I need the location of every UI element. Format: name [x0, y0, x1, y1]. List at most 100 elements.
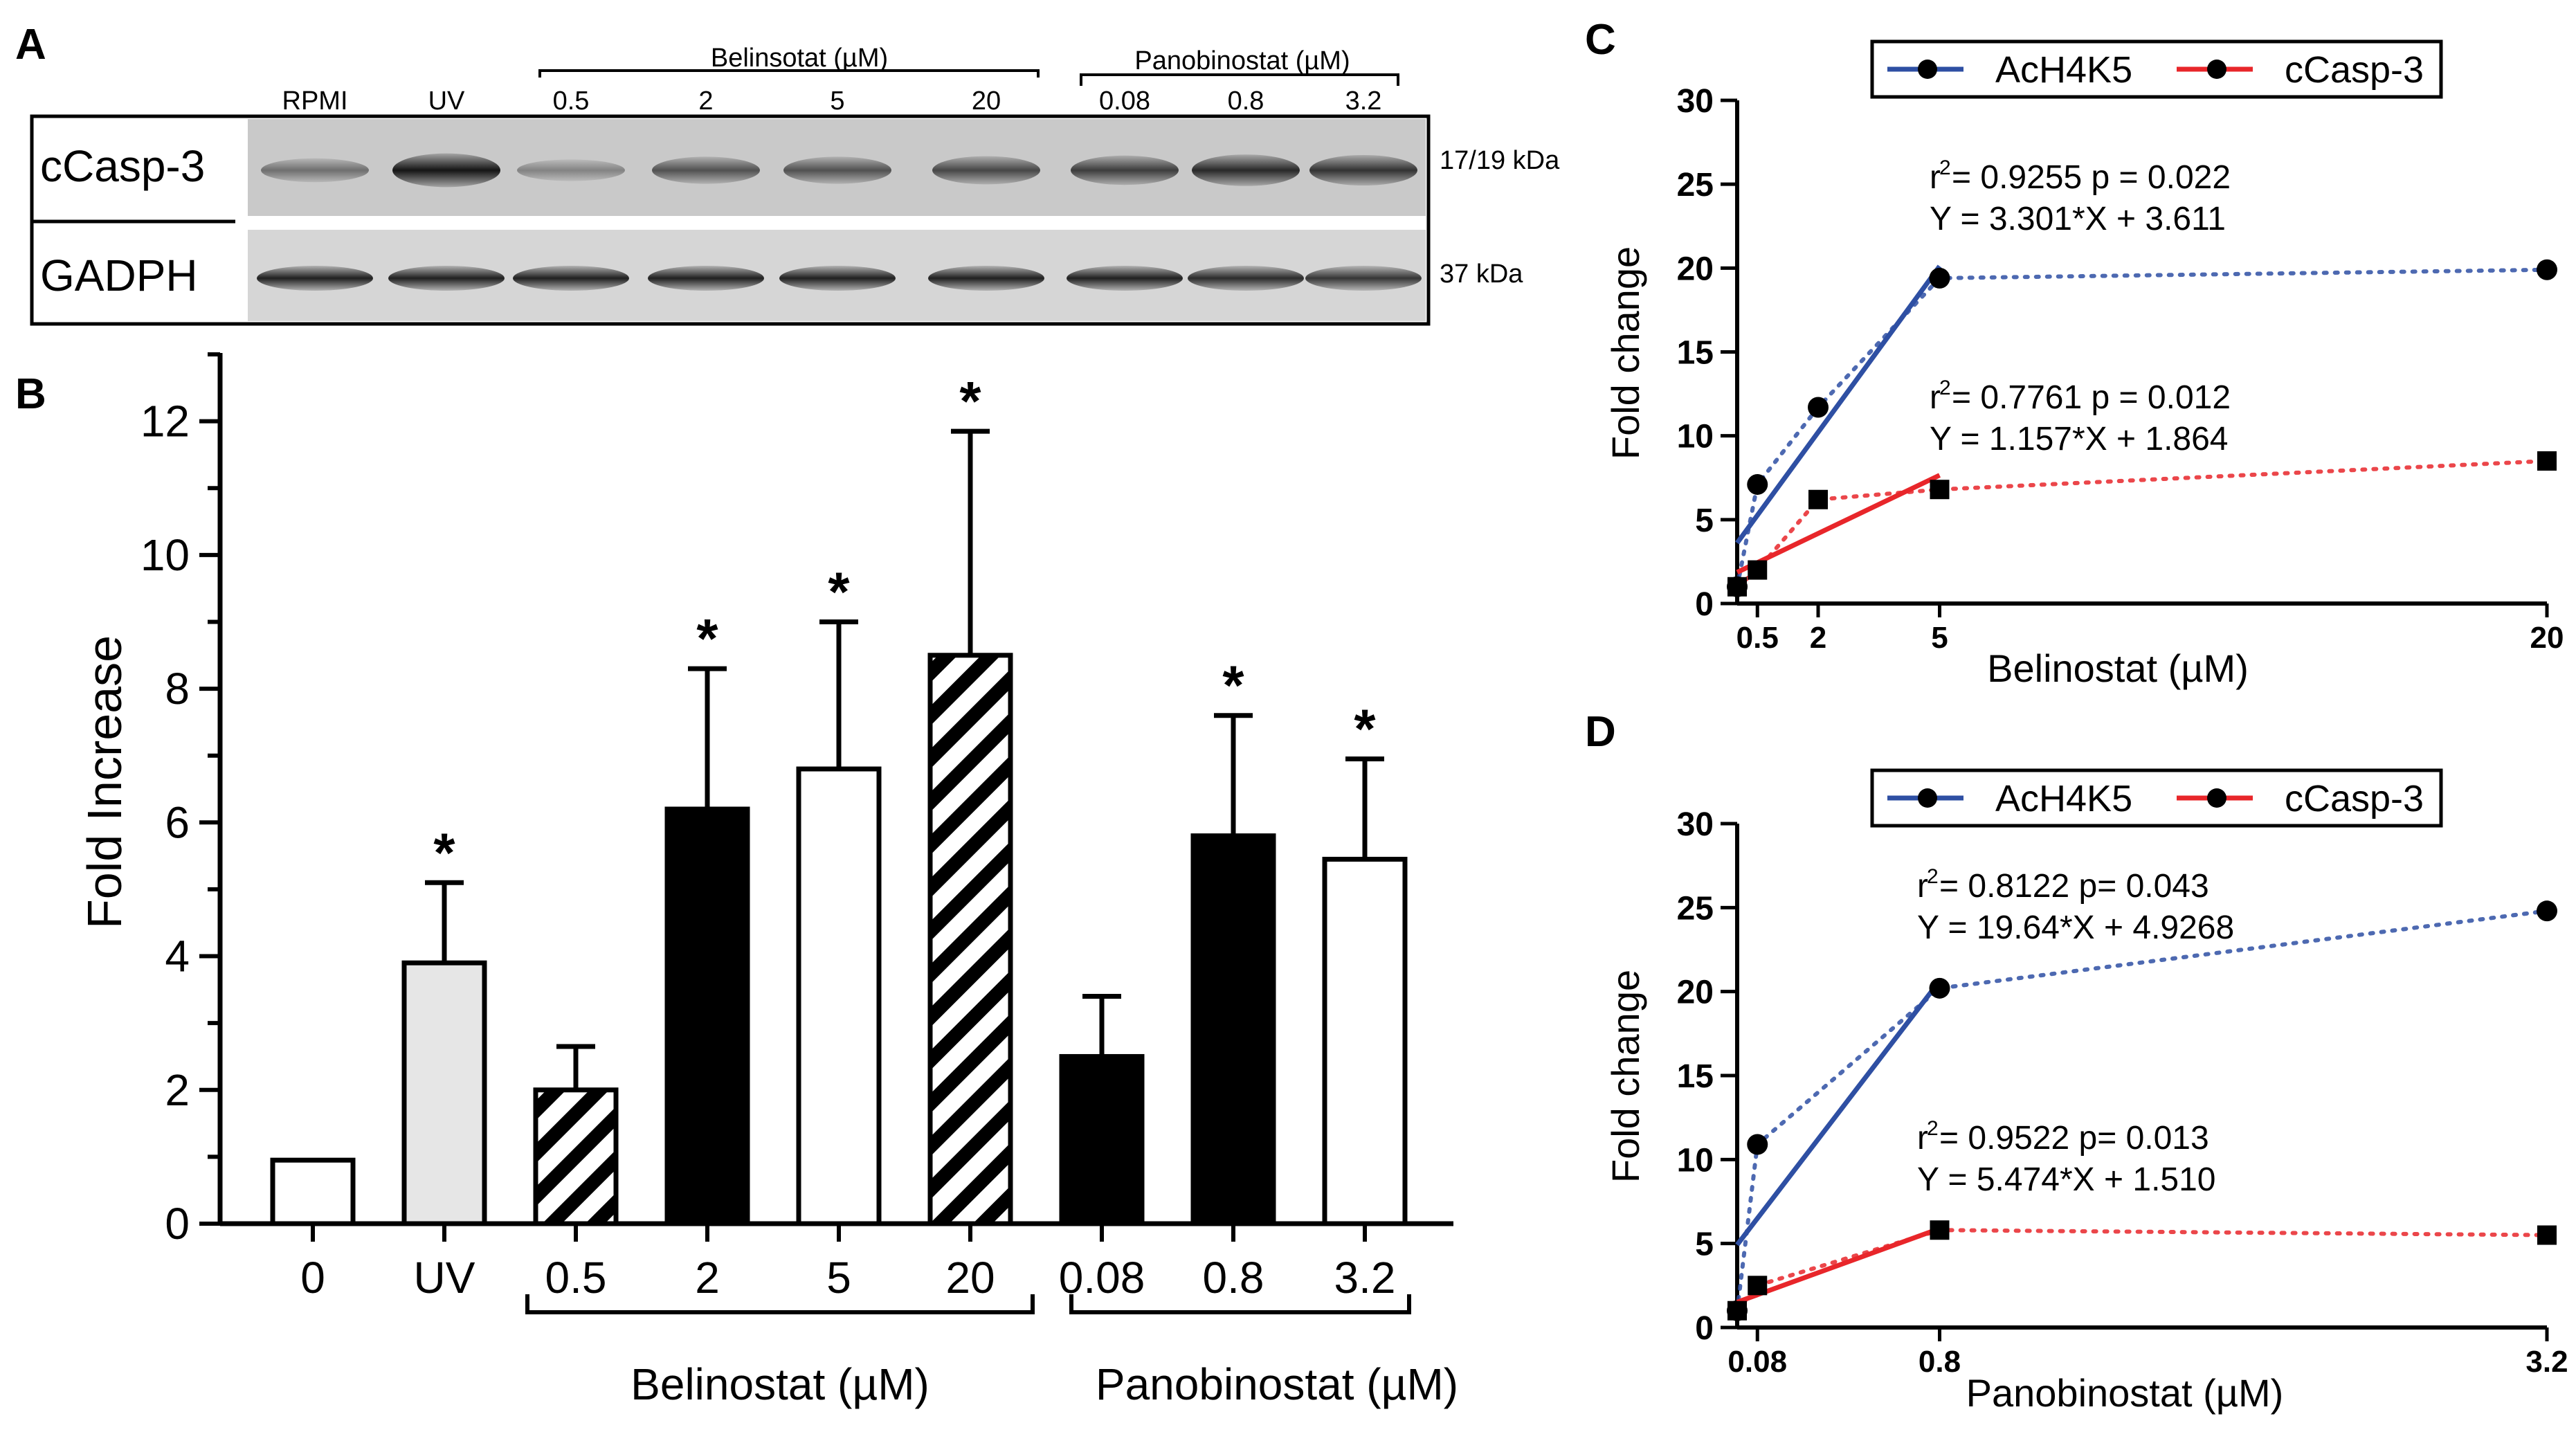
data-point — [2537, 1225, 2557, 1245]
blot-lane-label: 0.08 — [1099, 87, 1150, 116]
regression-equation: Y = 1.157*X + 1.864 — [1930, 421, 2228, 457]
series-dotted-line — [1735, 909, 2549, 1313]
ytick-label: 0 — [1695, 1310, 1714, 1347]
chart-b-significance: * — [828, 561, 850, 622]
xtick-label: 3.2 — [2525, 1345, 2568, 1379]
gadph-band — [928, 266, 1044, 291]
ccasp3-band — [392, 153, 500, 188]
ytick-label: 10 — [1677, 1142, 1714, 1179]
data-point — [2537, 259, 2557, 280]
belinostat-bracket — [525, 1294, 1035, 1314]
regression-line — [1735, 264, 1942, 545]
blot-lane-label: 0.5 — [553, 87, 590, 116]
stat-r-symbol: r — [1930, 379, 1941, 416]
chart-b-bar — [664, 806, 750, 1226]
blot-lane-labels: RPMI UV 0.5 2 5 20 0.08 0.8 3.2 — [282, 87, 1382, 116]
ytick-label: 20 — [1677, 251, 1714, 287]
blot-row1-label: cCasp-3 — [40, 141, 205, 191]
chart-b-ytick-label: 8 — [165, 664, 190, 714]
gadph-band — [779, 266, 896, 291]
data-point — [1747, 473, 1768, 495]
blot-lane-label: 0.8 — [1228, 87, 1264, 116]
legend-box — [1870, 768, 2443, 828]
chart-b-group-belinostat: Belinostat (µM) — [631, 1359, 929, 1409]
data-point — [1929, 267, 1950, 289]
xtick-label: 0.5 — [1736, 621, 1779, 655]
chart-b-significance: * — [696, 608, 718, 669]
ytick-label: 5 — [1695, 1226, 1714, 1263]
ccasp3-band — [1071, 155, 1179, 185]
stat-r-exponent: 2 — [1939, 156, 1951, 179]
ytick-label: 15 — [1677, 1058, 1714, 1095]
xtick-label: 20 — [2530, 621, 2564, 655]
x-axis-label: Belinostat (µM) — [1987, 646, 2249, 690]
gadph-bands — [257, 266, 1422, 291]
chart-b-significance: * — [959, 370, 981, 432]
chart-b-group-panobinostat: Panobinostat (µM) — [1096, 1359, 1458, 1409]
legend-label: cCasp-3 — [2285, 49, 2424, 91]
ytick-label: 15 — [1677, 335, 1714, 372]
chart-b-bar — [1190, 833, 1276, 1226]
chart-b-bar — [533, 1087, 619, 1226]
legend-marker — [2207, 788, 2226, 808]
legend-label: AcH4K5 — [1995, 49, 2132, 91]
belinostat-bracket-top — [538, 69, 1040, 78]
xtick-label: 2 — [1810, 621, 1826, 655]
panel-label-a: A — [15, 21, 46, 69]
data-point — [2537, 900, 2557, 922]
chart-b: Fold Increase 0 2 4 6 8 10 12 * * * * * * 0 UV 0.5 2 5 2… — [78, 352, 1458, 1409]
western-blot: cCasp-3 GADPH 17/19 kDa 37 kDa RPMI UV 0.5… — [30, 44, 1560, 326]
panel-label-c: C — [1585, 16, 1616, 64]
chart-b-bar — [796, 766, 882, 1226]
ccasp3-band — [932, 156, 1040, 185]
ytick-label: 25 — [1677, 890, 1714, 927]
stat-r-exponent: 2 — [1927, 1117, 1939, 1140]
chart-b-xtick-label: 20 — [945, 1253, 995, 1303]
ytick-label: 30 — [1677, 806, 1714, 843]
stat-r-symbol: r — [1917, 868, 1928, 905]
series-dotted-line — [1735, 459, 2549, 589]
blot-lane-label: RPMI — [282, 87, 348, 116]
chart-b-bars: * * * * * * — [270, 370, 1408, 1226]
ccasp3-band — [261, 158, 369, 183]
chart-b-ytick-label: 6 — [165, 797, 190, 847]
legend-marker — [2207, 60, 2226, 79]
regression-line — [1736, 1226, 1941, 1305]
ytick-label: 30 — [1677, 83, 1714, 120]
ccasp3-bands — [261, 153, 1417, 188]
chart-b-ytick-label: 0 — [165, 1199, 190, 1249]
chart-b-xtick-label: 2 — [695, 1253, 720, 1303]
gadph-band — [1305, 266, 1422, 291]
gadph-band — [257, 266, 373, 291]
stat-r-symbol: r — [1917, 1120, 1928, 1157]
gadph-band — [648, 266, 764, 291]
chart-b-bar — [270, 1157, 356, 1226]
ytick-label: 10 — [1677, 419, 1714, 455]
chart-b-ytick-label: 10 — [140, 530, 190, 580]
stat-r-exponent: 2 — [1939, 377, 1951, 399]
legend-marker — [1918, 60, 1937, 79]
ccasp3-band — [652, 156, 760, 184]
data-point — [1747, 1134, 1768, 1155]
data-point — [1808, 397, 1829, 418]
chart-b-significance: * — [1222, 655, 1244, 716]
blot-row2-label: GADPH — [40, 251, 198, 300]
ccasp3-band — [517, 159, 625, 181]
gadph-band — [388, 266, 505, 291]
data-point — [1748, 560, 1768, 580]
data-point — [1727, 577, 1747, 597]
ytick-label: 0 — [1695, 586, 1714, 623]
blot-lane-label: 5 — [830, 87, 844, 116]
ytick-label: 25 — [1677, 167, 1714, 203]
stat-text: = 0.7761 p = 0.012 — [1952, 379, 2231, 416]
chart-b-ytick-label: 12 — [140, 397, 190, 446]
chart-b-xtick-label: 5 — [826, 1253, 851, 1303]
legend-label: AcH4K5 — [1995, 778, 2132, 819]
stat-r-symbol: r — [1930, 159, 1941, 196]
blot-row2-kda: 37 kDa — [1440, 260, 1523, 289]
data-point — [1930, 480, 1950, 500]
xtick-label: 5 — [1931, 621, 1948, 655]
chart-b-xtick-label: 0.5 — [545, 1253, 607, 1303]
blot-group-belinostat: Belinsotat (µM) — [711, 44, 888, 73]
